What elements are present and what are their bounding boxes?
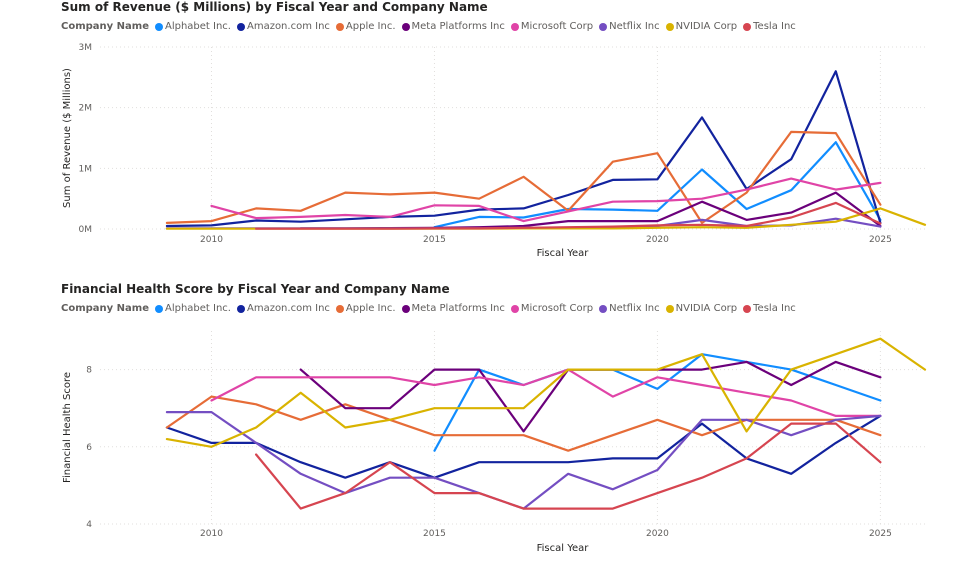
legend-marker-icon (236, 304, 245, 313)
legend-marker-icon (154, 22, 163, 31)
y-tick-label: 0M (79, 225, 93, 235)
y-axis-title: Sum of Revenue ($ Millions) (62, 68, 73, 208)
x-tick-label: 2025 (869, 235, 892, 245)
chart-legend: Company Name Alphabet Inc. Amazon.com Inc… (61, 303, 802, 314)
x-tick-label: 2010 (200, 529, 223, 539)
chart-title: Sum of Revenue ($ Millions) by Fiscal Ye… (61, 0, 488, 14)
legend-label: Alphabet Inc. (164, 303, 231, 314)
legend-marker-icon (665, 304, 674, 313)
y-axis-title: Financial Health Score (62, 372, 73, 483)
legend-item[interactable]: Microsoft Corp (510, 21, 594, 32)
legend-marker-icon (599, 22, 608, 31)
x-axis-title: Fiscal Year (537, 248, 590, 259)
health-score-chart[interactable]: Financial Health Score by Fiscal Year an… (0, 282, 954, 569)
chart-title: Financial Health Score by Fiscal Year an… (61, 282, 450, 296)
series-line[interactable] (165, 70, 882, 228)
legend-item[interactable]: Apple Inc. (335, 303, 396, 314)
legend-marker-icon (599, 304, 608, 313)
legend-label: NVIDIA Corp (675, 21, 738, 32)
legend-label: Amazon.com Inc (246, 303, 330, 314)
legend-title: Company Name (61, 303, 149, 314)
series-line[interactable] (165, 130, 882, 224)
legend-label: Alphabet Inc. (164, 21, 231, 32)
x-axis-title: Fiscal Year (537, 543, 590, 554)
revenue-chart[interactable]: Sum of Revenue ($ Millions) by Fiscal Ye… (0, 0, 954, 282)
legend-marker-icon (510, 22, 519, 31)
legend-item[interactable]: Tesla Inc (743, 21, 796, 32)
x-tick-label: 2020 (646, 235, 669, 245)
legend-label: NVIDIA Corp (675, 303, 738, 314)
x-tick-label: 2015 (423, 529, 446, 539)
y-tick-label: 2M (79, 104, 93, 114)
legend-label: Netflix Inc (609, 303, 660, 314)
legend-item[interactable]: Microsoft Corp (510, 303, 594, 314)
legend-marker-icon (154, 304, 163, 313)
legend-label: Meta Platforms Inc (411, 303, 505, 314)
series-line[interactable] (165, 411, 882, 510)
legend-label: Netflix Inc (609, 21, 660, 32)
legend-item[interactable]: Netflix Inc (599, 303, 660, 314)
legend-label: Tesla Inc (753, 21, 796, 32)
y-tick-label: 1M (79, 164, 93, 174)
series-line[interactable] (165, 337, 927, 448)
legend-label: Apple Inc. (345, 303, 396, 314)
legend-item[interactable]: Meta Platforms Inc (401, 303, 505, 314)
health-score-plot[interactable]: 4 6 8 2010 2015 2020 2025 Fiscal Year Financial … (0, 282, 954, 569)
series-line[interactable] (299, 191, 882, 230)
legend-label: Microsoft Corp (520, 21, 594, 32)
legend-item[interactable]: Amazon.com Inc (236, 21, 330, 32)
legend-item[interactable]: Amazon.com Inc (236, 303, 330, 314)
x-tick-label: 2010 (200, 235, 223, 245)
legend-item[interactable]: NVIDIA Corp (665, 303, 738, 314)
legend-label: Amazon.com Inc (246, 21, 330, 32)
legend-label: Tesla Inc (753, 303, 796, 314)
legend-item[interactable]: Tesla Inc (743, 303, 796, 314)
legend-title: Company Name (61, 21, 149, 32)
legend-marker-icon (665, 22, 674, 31)
legend-label: Microsoft Corp (520, 303, 594, 314)
legend-item[interactable]: NVIDIA Corp (665, 21, 738, 32)
series-line[interactable] (433, 141, 882, 229)
chart-legend: Company Name Alphabet Inc. Amazon.com Inc… (61, 21, 802, 32)
y-tick-label: 6 (86, 443, 92, 453)
revenue-plot[interactable]: 0M 1M 2M 3M 2010 2015 2020 2025 Fiscal Year Sum o… (0, 0, 954, 282)
legend-label: Meta Platforms Inc (411, 21, 505, 32)
legend-marker-icon (743, 304, 752, 313)
series-line[interactable] (255, 201, 882, 230)
legend-marker-icon (335, 22, 344, 31)
x-tick-label: 2020 (646, 529, 669, 539)
legend-marker-icon (401, 22, 410, 31)
legend-item[interactable]: Alphabet Inc. (154, 303, 231, 314)
legend-marker-icon (236, 22, 245, 31)
y-tick-label: 3M (79, 43, 93, 53)
legend-label: Apple Inc. (345, 21, 396, 32)
series-line[interactable] (165, 414, 882, 479)
legend-item[interactable]: Meta Platforms Inc (401, 21, 505, 32)
series-line[interactable] (210, 177, 882, 223)
series-line[interactable] (255, 422, 882, 510)
x-tick-label: 2015 (423, 235, 446, 245)
legend-item[interactable]: Alphabet Inc. (154, 21, 231, 32)
y-tick-label: 4 (86, 520, 92, 530)
legend-items: Alphabet Inc. Amazon.com Inc Apple Inc. Met… (154, 21, 802, 32)
legend-marker-icon (510, 304, 519, 313)
legend-item[interactable]: Netflix Inc (599, 21, 660, 32)
legend-marker-icon (743, 22, 752, 31)
legend-marker-icon (335, 304, 344, 313)
legend-marker-icon (401, 304, 410, 313)
x-tick-label: 2025 (869, 529, 892, 539)
legend-items: Alphabet Inc. Amazon.com Inc Apple Inc. Met… (154, 303, 802, 314)
series-line[interactable] (433, 353, 882, 452)
series-line[interactable] (165, 395, 882, 452)
legend-item[interactable]: Apple Inc. (335, 21, 396, 32)
series-line[interactable] (210, 368, 882, 417)
y-tick-label: 8 (86, 366, 92, 376)
